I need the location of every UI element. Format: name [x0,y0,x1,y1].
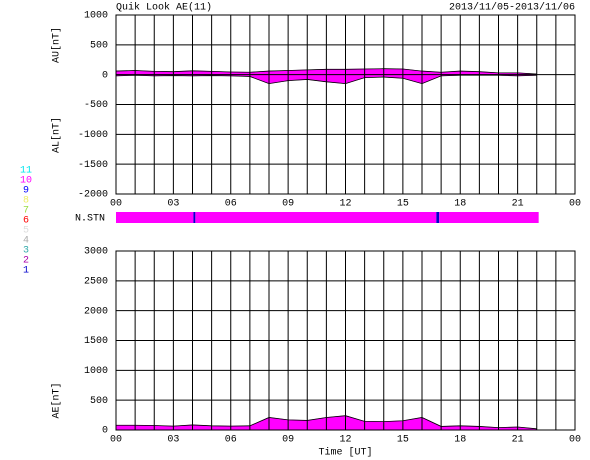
x-axis-label: Time [UT] [318,447,372,459]
y-tick-label: 3000 [84,247,108,258]
n-stn-label: N.STN [75,214,105,225]
station-legend-label: 11 [20,166,32,177]
y-tick-label: 1000 [84,11,108,22]
station-legend-label: 9 [23,186,29,197]
x-tick-label: 03 [167,435,179,446]
n-stn-segment [195,212,437,223]
y-tick-label: 0 [102,70,108,81]
area-segment [115,424,136,431]
y-tick-label: -1000 [78,130,108,141]
x-tick-label: 18 [454,199,466,210]
y-tick-label: -2000 [78,190,108,201]
n-stn-segment [439,212,539,223]
x-tick-label: 09 [282,435,294,446]
station-legend-label: 4 [23,236,29,247]
x-tick-label: 00 [569,199,581,210]
x-tick-label: 09 [282,199,294,210]
area-segment [383,420,404,431]
x-tick-label: 15 [397,199,409,210]
area-segment [345,74,365,84]
area-segment [345,415,365,431]
y-tick-label: 2000 [84,306,108,317]
y-tick-label: 500 [90,396,108,407]
area-segment [326,415,346,431]
x-tick-label: 18 [454,435,466,446]
chart-title: Quik Look AE(11) [116,2,212,14]
station-legend-label: 3 [23,246,29,257]
plot-frame [115,14,576,195]
x-tick-label: 03 [167,199,179,210]
station-legend-label: 8 [23,196,29,207]
y-tick-label: 500 [90,40,108,51]
y-axis-label: AE[nT] [51,382,63,418]
date-range: 2013/11/05-2013/11/06 [449,2,575,14]
y-tick-label: 0 [102,426,108,437]
station-legend-label: 6 [23,216,29,227]
station-legend-label: 1 [23,266,29,277]
area-segment [345,68,365,75]
n-stn-segment [193,212,196,223]
area-segment [364,421,384,431]
area-segment [287,419,308,431]
x-tick-label: 21 [512,199,524,210]
x-tick-label: 00 [110,435,122,446]
x-tick-label: 00 [110,199,122,210]
x-tick-label: 12 [339,435,351,446]
area-segment [326,69,346,75]
x-tick-label: 21 [512,435,524,446]
station-legend-label: 2 [23,256,29,267]
y-tick-label: 1500 [84,336,108,347]
station-legend-label: 5 [23,226,29,237]
area-segment [421,417,442,431]
x-tick-label: 06 [225,435,237,446]
area-segment [383,68,404,75]
station-legend-label: 7 [23,206,29,217]
y-tick-label: 1000 [84,366,108,377]
x-tick-label: 00 [569,435,581,446]
x-tick-label: 15 [397,435,409,446]
area-segment [249,417,270,431]
y-axis-label: AU[nT] [51,27,63,63]
y-tick-label: 2500 [84,276,108,287]
n-stn-segment [436,212,440,223]
y-tick-label: -1500 [78,160,108,171]
y-axis-label: AL[nT] [51,117,63,153]
plot-frame [115,250,576,431]
area-segment [134,424,155,431]
area-segment [364,68,384,75]
station-legend-label: 10 [20,176,32,187]
x-tick-label: 06 [225,199,237,210]
n-stn-segment [116,212,194,223]
x-tick-label: 12 [339,199,351,210]
y-tick-label: -500 [84,100,108,111]
